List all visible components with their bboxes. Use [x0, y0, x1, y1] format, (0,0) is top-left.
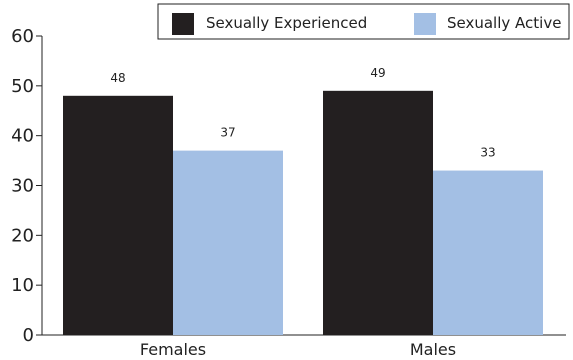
bar-value-label: 48	[110, 71, 125, 85]
data-labels: 48 37 49 33	[110, 66, 495, 160]
bars	[63, 90, 543, 335]
y-tick-label: 60	[11, 26, 34, 47]
axes: 0 10 20 30 40 50 60 Females Males	[11, 26, 566, 359]
legend-label: Sexually Active	[447, 14, 561, 32]
y-tick-label: 10	[11, 275, 34, 296]
y-tick-label: 40	[11, 126, 34, 147]
x-category-label: Females	[140, 340, 206, 359]
y-tick-label: 50	[11, 76, 34, 97]
legend: Sexually Experienced Sexually Active	[157, 3, 570, 40]
bar-value-label: 37	[220, 126, 235, 140]
x-category-label: Males	[410, 340, 456, 359]
legend-swatch	[414, 13, 436, 35]
legend-box	[157, 3, 570, 40]
y-tick-label: 0	[23, 325, 34, 346]
y-tick-label: 20	[11, 225, 34, 246]
legend-label: Sexually Experienced	[206, 14, 367, 32]
bar-females-experienced	[63, 95, 173, 335]
bar-value-label: 49	[370, 66, 385, 80]
bar-males-active	[433, 170, 543, 335]
bar-value-label: 33	[480, 146, 495, 160]
y-tick-label: 30	[11, 176, 34, 197]
bar-males-experienced	[323, 90, 433, 335]
legend-swatch	[172, 13, 194, 35]
bar-females-active	[173, 150, 283, 335]
